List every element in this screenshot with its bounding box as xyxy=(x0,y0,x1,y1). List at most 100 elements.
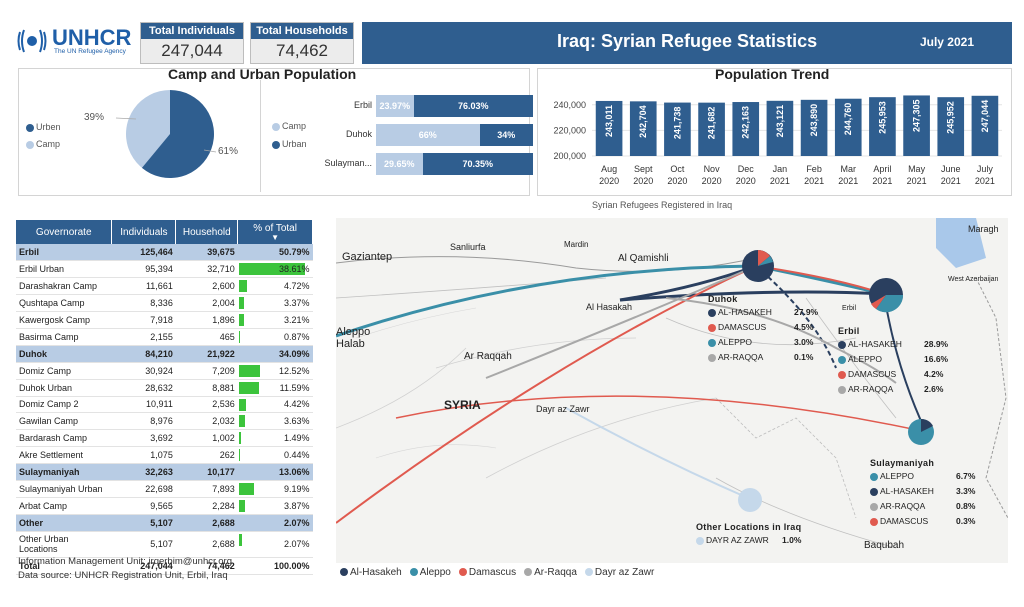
map-panel-item: DAMASCUS 4.5% xyxy=(708,322,818,337)
trend-panel xyxy=(537,68,1012,196)
x-tick-label: 2021 xyxy=(975,176,995,186)
pct-text: 50.79% xyxy=(278,247,310,258)
cell-individuals: 5,107 xyxy=(111,531,176,558)
table-row[interactable]: Qushtapa Camp 8,336 2,004 3.37% xyxy=(16,294,313,313)
table-row[interactable]: Erbil Urban 95,394 32,710 38.61% xyxy=(16,260,313,279)
table-row[interactable]: Darashakran Camp 11,661 2,600 4.72% xyxy=(16,277,313,296)
map-panel-item: AR-RAQQA 0.1% xyxy=(708,352,818,367)
kpi-total-individuals: Total Individuals 247,044 xyxy=(140,22,244,64)
map-info-panel: Sulaymaniyah ALEPPO 6.7% AL-HASAKEH 3.3% AR-R… xyxy=(870,458,975,531)
legend-dot-icon xyxy=(870,472,878,481)
x-tick-label: Jan xyxy=(773,164,788,174)
bar-segment-camp: 23.97% xyxy=(376,95,414,117)
map-legend-item: Al-Hasakeh xyxy=(340,567,402,578)
cell-individuals: 11,661 xyxy=(111,277,176,296)
table-group-row[interactable]: Erbil 125,464 39,675 50.79% xyxy=(16,244,313,262)
map-label-syria: SYRIA xyxy=(444,398,481,412)
pct-bar xyxy=(238,280,247,293)
table-row[interactable]: Sulaymaniyah Urban 22,698 7,893 9.19% xyxy=(16,480,313,498)
cell-name: Domiz Camp 2 xyxy=(16,396,112,414)
map-panel-label: AL-HASAKEH xyxy=(718,307,772,317)
pie-urban-label: 61% xyxy=(218,146,239,157)
cell-household: 1,896 xyxy=(175,311,238,329)
table-row[interactable]: Bardarash Camp 3,692 1,002 1.49% xyxy=(16,429,313,448)
bar-segment-urban: 76.03% xyxy=(413,95,533,117)
map-legend-label: Damascus xyxy=(468,567,517,578)
cell-individuals: 3,692 xyxy=(111,429,176,448)
y-tick-label: 240,000 xyxy=(553,100,586,110)
cell-pct: 11.59% xyxy=(237,379,313,397)
table-row[interactable]: Other Urban Locations 5,107 2,688 2.07% xyxy=(16,531,313,558)
stacked-bar-row: Erbil 23.97% 76.03% xyxy=(320,95,533,117)
trend-value-label: 242,704 xyxy=(638,105,648,138)
map-panel-value: 0.8% xyxy=(956,501,976,511)
table-row[interactable]: Basirma Camp 2,155 465 0.87% xyxy=(16,328,313,346)
map-panel-label: DAMASCUS xyxy=(848,369,897,379)
map-panel-value: 3.3% xyxy=(956,486,976,496)
map-panel-value: 16.6% xyxy=(924,354,949,364)
trend-bar xyxy=(664,102,691,156)
map-panel-value: 1.0% xyxy=(782,535,802,545)
map-panel-value: 6.7% xyxy=(956,471,976,481)
cell-pct: 4.42% xyxy=(237,396,313,414)
pct-text: 34.09% xyxy=(278,348,310,359)
pct-bar xyxy=(238,533,243,546)
cell-name: Darashakran Camp xyxy=(16,277,112,296)
col-pct-total[interactable]: % of Total ▼ xyxy=(237,220,313,244)
pie-other-locations xyxy=(738,488,762,512)
cell-individuals: 84,210 xyxy=(111,345,176,363)
pie-erbil xyxy=(869,278,904,313)
x-tick-label: June xyxy=(941,164,961,174)
table-group-row[interactable]: Other 5,107 2,688 2.07% xyxy=(16,514,313,532)
table-row[interactable]: Domiz Camp 2 10,911 2,536 4.42% xyxy=(16,396,313,414)
x-tick-label: May xyxy=(908,164,926,174)
pct-text: 13.06% xyxy=(278,467,310,478)
report-date: July 2021 xyxy=(919,35,974,49)
page-title: Iraq: Syrian Refugee Statistics xyxy=(557,31,818,51)
pct-text: 1.49% xyxy=(283,433,310,444)
map-panel-value: 27.9% xyxy=(794,307,819,317)
map-panel-value: 4.2% xyxy=(924,369,944,379)
pct-text: 0.44% xyxy=(283,450,310,461)
cell-name: Sulaymaniyah xyxy=(16,463,112,481)
cell-pct: 50.79% xyxy=(237,244,313,262)
cell-individuals: 1,075 xyxy=(111,446,176,465)
cell-household: 2,600 xyxy=(175,277,238,296)
trend-bar xyxy=(629,101,657,156)
trend-value-label: 243,121 xyxy=(775,105,785,138)
table-row[interactable]: Arbat Camp 9,565 2,284 3.87% xyxy=(16,497,313,515)
table-group-row[interactable]: Sulaymaniyah 32,263 10,177 13.06% xyxy=(16,463,313,481)
map-panel-title: Duhok xyxy=(708,294,738,304)
map-label-sanliurfa: Sanliurfa xyxy=(450,242,486,252)
cell-pct: 1.49% xyxy=(237,429,313,448)
table-group-row[interactable]: Duhok 84,210 21,922 34.09% xyxy=(16,345,313,363)
refugee-origin-map[interactable]: Gaziantep Sanliurfa Mardin Al Qamishli A… xyxy=(336,218,1008,563)
table-total-row[interactable]: Total 247,044 74,462 100.00% xyxy=(16,556,313,575)
map-panel-label: ALEPPO xyxy=(880,471,915,481)
cell-individuals: 5,107 xyxy=(111,514,176,532)
cell-pct: 4.72% xyxy=(237,277,313,296)
table-row[interactable]: Domiz Camp 30,924 7,209 12.52% xyxy=(16,362,313,380)
legend-dot-icon xyxy=(708,308,716,317)
cell-individuals: 30,924 xyxy=(111,362,176,380)
trend-value-label: 242,163 xyxy=(741,106,751,139)
map-info-panel: Other Locations in Iraq DAYR AZ ZAWR 1.0% xyxy=(696,522,801,550)
flow-dayr xyxy=(565,407,749,499)
cell-pct: 100.00% xyxy=(237,556,313,575)
cell-individuals: 8,336 xyxy=(111,294,176,313)
table-row[interactable]: Kawergosk Camp 7,918 1,896 3.21% xyxy=(16,311,313,329)
pie-slice-urban xyxy=(141,90,214,178)
cell-name: Arbat Camp xyxy=(16,497,112,515)
cell-household: 2,688 xyxy=(175,514,238,532)
table-row[interactable]: Gawilan Camp 8,976 2,032 3.63% xyxy=(16,412,313,431)
sort-down-icon[interactable]: ▼ xyxy=(271,233,280,242)
table-row[interactable]: Akre Settlement 1,075 262 0.44% xyxy=(16,446,313,465)
stacked-bar-row: Duhok 66% 34% xyxy=(320,124,533,146)
trend-bar xyxy=(766,100,794,156)
flow-damascus xyxy=(336,265,757,524)
table-row[interactable]: Duhok Urban 28,632 8,881 11.59% xyxy=(16,379,313,397)
governorate-table: Governorate Individuals Household % of T… xyxy=(16,220,313,575)
bar-segment-urban: 70.35% xyxy=(422,153,533,175)
pct-text: 3.21% xyxy=(283,315,310,325)
map-panel-label: ALEPPO xyxy=(718,337,753,347)
